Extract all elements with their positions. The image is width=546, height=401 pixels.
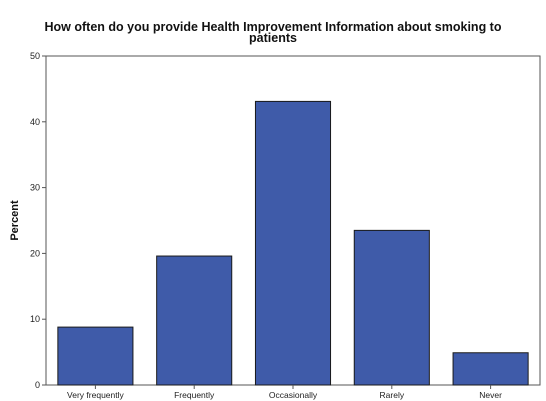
chart-title-line-2: patients (249, 31, 297, 45)
bar-rarely (353, 229, 430, 386)
bars (57, 100, 529, 386)
bar-frequently (156, 255, 233, 386)
y-axis-label: Percent (9, 200, 21, 241)
bar-occasionally (254, 100, 332, 386)
bar-never (452, 352, 529, 386)
x-tick-label: Very frequently (67, 390, 124, 400)
y-axis: 0 10 20 30 40 50 (30, 51, 46, 390)
x-axis: Very frequently Frequently Occasionally Rar… (67, 385, 502, 400)
x-tick-label: Occasionally (269, 390, 318, 400)
bar-very-frequently (57, 326, 134, 386)
y-tick-label: 0 (35, 380, 40, 390)
y-tick-label: 40 (30, 117, 40, 127)
chart-title-line-1: How often do you provide Health Improvem… (44, 20, 502, 34)
y-tick-label: 30 (30, 183, 40, 193)
y-tick-label: 50 (30, 51, 40, 61)
x-tick-label: Never (479, 390, 502, 400)
x-tick-label: Frequently (174, 390, 215, 400)
x-tick-label: Rarely (380, 390, 405, 400)
y-tick-label: 10 (30, 314, 40, 324)
y-tick-label: 20 (30, 248, 40, 258)
